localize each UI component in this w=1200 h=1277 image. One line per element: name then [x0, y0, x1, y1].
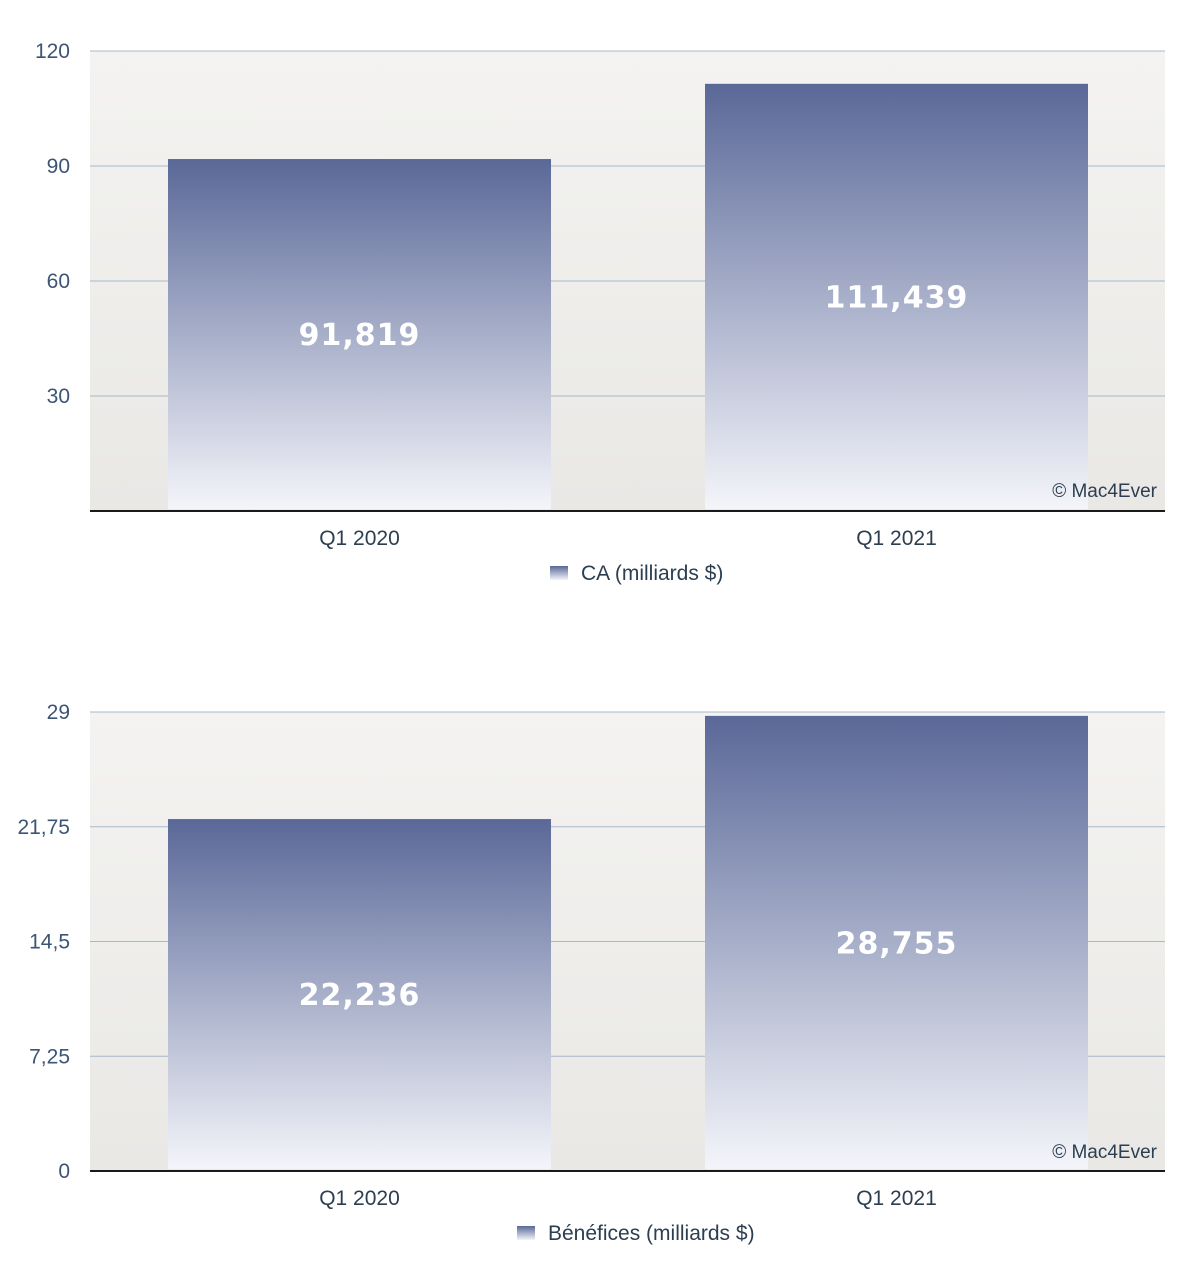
bar-q1-2021	[705, 83, 1088, 509]
profit-chart: 0 7,25 14,5 21,75 29 22,236 Q1 2020 28,755 Q1 20…	[0, 660, 1200, 1277]
credit-label: © Mac4Ever	[1052, 1142, 1157, 1163]
y-tick-label: 7,25	[29, 1045, 70, 1068]
y-tick-label: 60	[47, 270, 70, 293]
y-tick-label: 120	[35, 40, 70, 63]
bar-q1-2021	[705, 715, 1088, 1169]
x-category-label: Q1 2020	[319, 1187, 400, 1210]
legend-swatch	[517, 1226, 535, 1240]
profit-chart-svg: 0 7,25 14,5 21,75 29 22,236 Q1 2020 28,755 Q1 20…	[17, 701, 1165, 1245]
y-tick-label: 30	[47, 385, 70, 408]
bar-q1-2020	[168, 159, 551, 509]
bar-value-label: 28,755	[836, 926, 958, 961]
legend-label: Bénéfices (milliards $)	[548, 1222, 755, 1245]
x-category-label: Q1 2020	[319, 527, 400, 550]
y-tick-label: 90	[47, 155, 70, 178]
legend-label: CA (milliards $)	[581, 562, 723, 585]
revenue-chart: 30 60 90 120 91,819 Q1 2020 111,439 Q1 2021 © Ma…	[0, 0, 1200, 620]
bar-value-label: 91,819	[299, 318, 421, 353]
x-category-label: Q1 2021	[856, 1187, 937, 1210]
credit-label: © Mac4Ever	[1052, 481, 1157, 502]
y-tick-label: 21,75	[17, 816, 70, 839]
y-tick-label: 29	[47, 701, 70, 724]
bar-value-label: 111,439	[825, 280, 969, 315]
bar-value-label: 22,236	[299, 978, 421, 1013]
y-tick-label: 0	[58, 1160, 70, 1183]
revenue-chart-svg: 30 60 90 120 91,819 Q1 2020 111,439 Q1 2021 © Ma…	[35, 40, 1165, 585]
legend-swatch	[550, 566, 568, 580]
bar-q1-2020	[168, 819, 551, 1169]
x-category-label: Q1 2021	[856, 527, 937, 550]
y-tick-label: 14,5	[29, 931, 70, 954]
